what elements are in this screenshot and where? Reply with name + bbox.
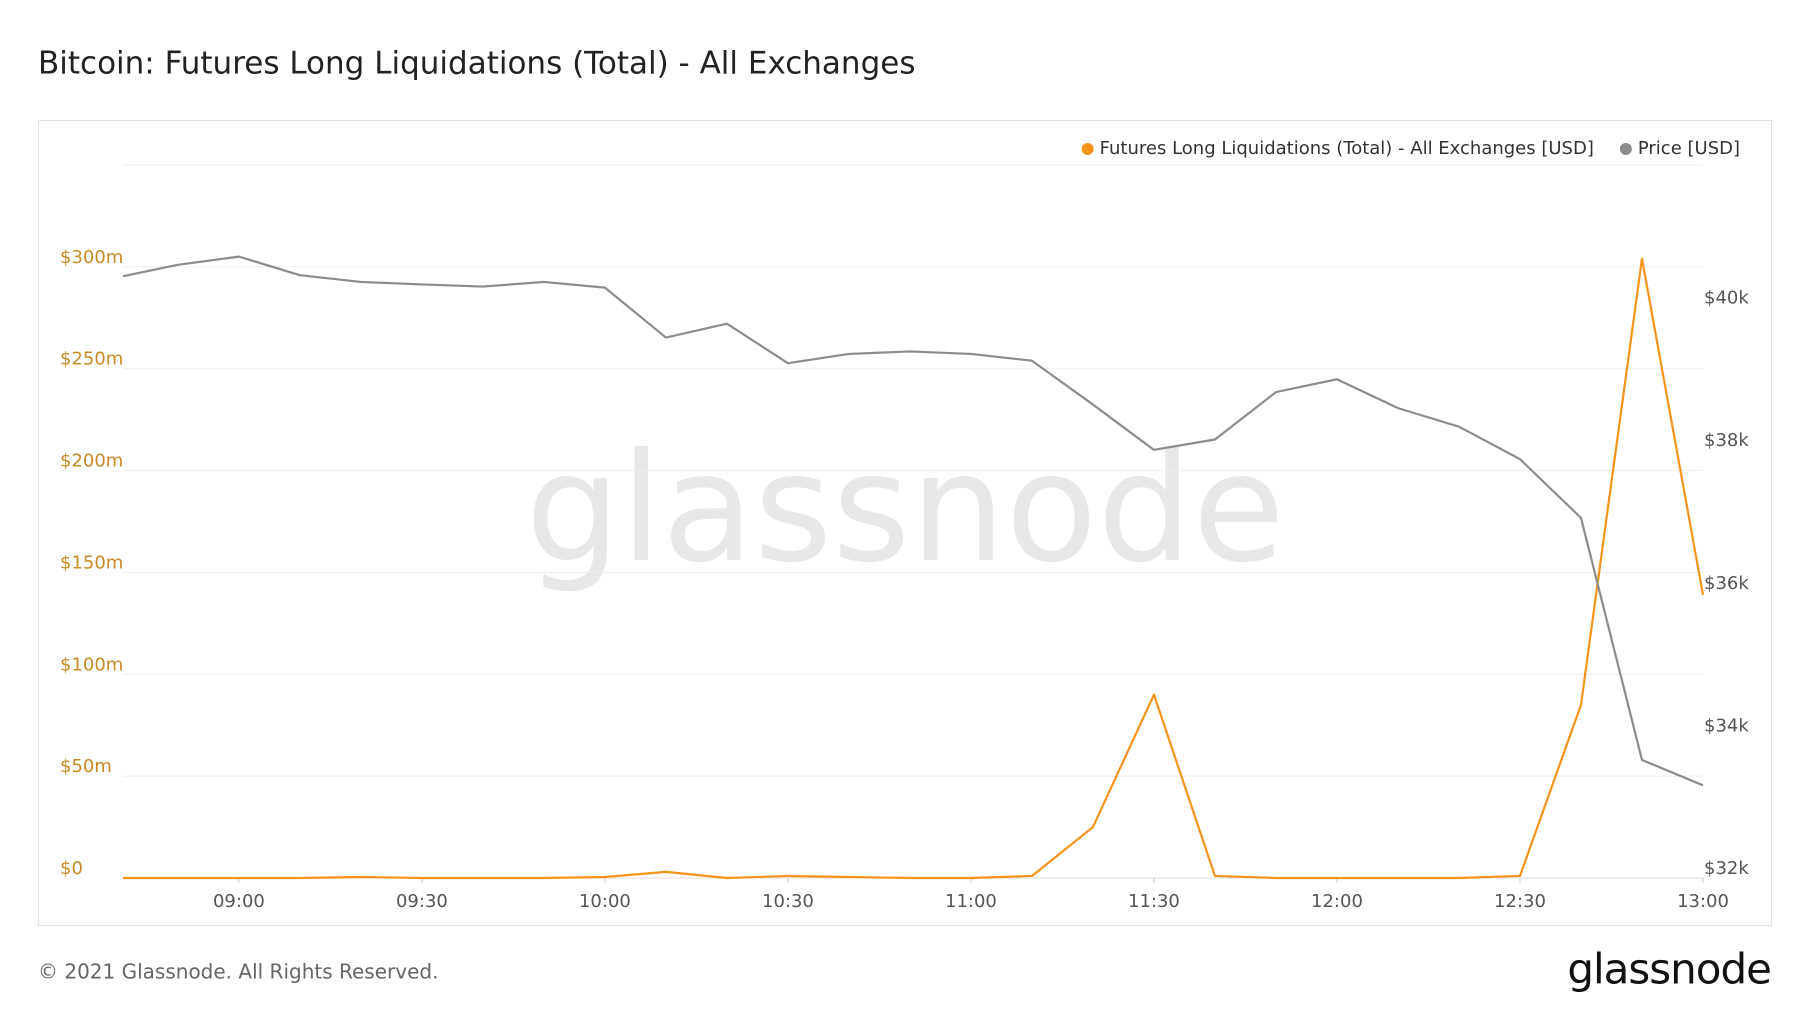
y2-tick-label: $34k	[1704, 715, 1749, 736]
x-tick-label: 10:00	[579, 891, 631, 912]
y-tick-label: $0	[60, 858, 83, 879]
legend-label: Futures Long Liquidations (Total) - All …	[1100, 138, 1594, 159]
y-tick-label: $200m	[60, 451, 123, 472]
legend-label: Price [USD]	[1638, 138, 1740, 159]
series-line	[123, 257, 1705, 880]
legend-dot	[1081, 143, 1094, 155]
y-tick-label: $100m	[60, 654, 123, 675]
x-tick-label: 12:30	[1494, 891, 1546, 912]
watermark: glassnode	[525, 422, 1284, 596]
logo: glassnode	[1567, 945, 1771, 994]
chart-title: Bitcoin: Futures Long Liquidations (Tota…	[38, 46, 915, 82]
x-tick-label: 09:30	[396, 891, 448, 912]
y2-tick-label: $38k	[1704, 430, 1749, 451]
x-tick-label: 09:00	[213, 891, 265, 912]
y2-tick-label: $36k	[1704, 573, 1749, 594]
y-tick-label: $150m	[60, 552, 123, 573]
y-tick-label: $50m	[60, 756, 112, 777]
x-tick-label: 11:00	[945, 891, 997, 912]
y2-tick-label: $40k	[1704, 288, 1749, 309]
x-tick-label: 10:30	[762, 891, 814, 912]
y-tick-label: $250m	[60, 349, 123, 370]
series-line	[122, 255, 1704, 787]
copyright: © 2021 Glassnode. All Rights Reserved.	[38, 960, 438, 984]
y2-tick-label: $32k	[1704, 858, 1749, 879]
x-tick-label: 11:30	[1128, 891, 1180, 912]
legend-dot	[1619, 143, 1632, 155]
chart-frame	[38, 120, 1772, 926]
y-tick-label: $300m	[60, 247, 123, 268]
x-tick-label: 13:00	[1677, 891, 1729, 912]
x-tick-label: 12:00	[1311, 891, 1363, 912]
